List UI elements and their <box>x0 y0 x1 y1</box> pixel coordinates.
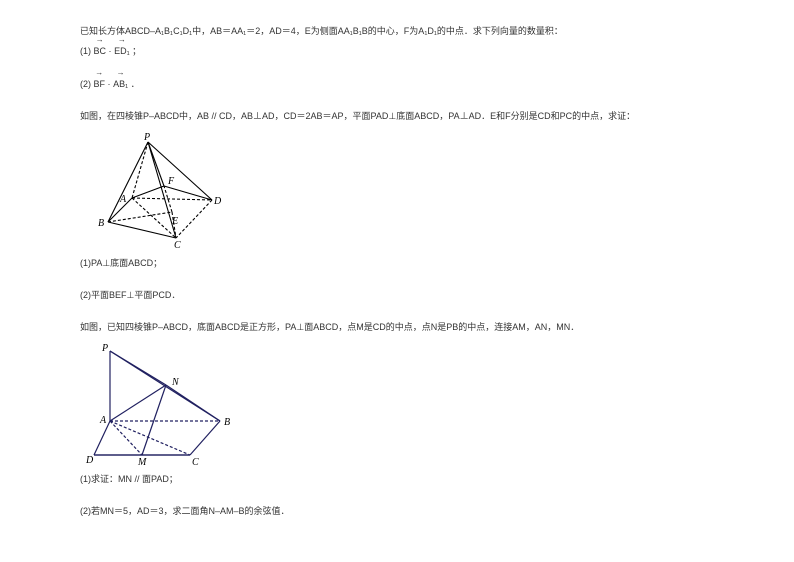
dot: · <box>109 46 112 56</box>
p2-figure: P A B C D E F <box>80 130 714 250</box>
svg-text:E: E <box>171 216 178 227</box>
svg-text:C: C <box>192 457 199 466</box>
p1-q1-suffix: ； <box>132 46 141 56</box>
svg-text:P: P <box>143 132 150 143</box>
svg-text:D: D <box>85 455 94 466</box>
svg-text:B: B <box>224 417 230 428</box>
pyramid-diagram-2: P A B C D M N <box>80 341 240 466</box>
p2-stem: 如图，在四棱锥P–ABCD中，AB // CD，AB⊥AD，CD＝2AB＝AP，… <box>80 109 714 123</box>
svg-text:M: M <box>137 457 147 466</box>
svg-text:D: D <box>213 196 222 207</box>
svg-text:N: N <box>171 377 180 388</box>
p1-q2-prefix: (2) <box>80 79 91 89</box>
svg-text:P: P <box>101 343 108 354</box>
vector-ed1: →ED₁ <box>114 44 130 58</box>
document-page: 已知长方体ABCD–A₁B₁C₁D₁中，AB＝AA₁＝2，AD＝4，E为侧面AA… <box>0 0 794 519</box>
svg-text:C: C <box>174 240 181 250</box>
svg-text:A: A <box>119 194 127 205</box>
p3-q1: (1)求证：MN // 面PAD； <box>80 472 714 486</box>
p1-q2: (2) →BF · →AB₁ ． <box>80 77 714 91</box>
p1-q2-suffix: ． <box>131 79 140 89</box>
p3-stem: 如图，已知四棱锥P–ABCD，底面ABCD是正方形，PA⊥面ABCD，点M是CD… <box>80 320 714 334</box>
p2-q2: (2)平面BEF⊥平面PCD． <box>80 288 714 302</box>
vector-ab1: →AB₁ <box>113 77 128 91</box>
pyramid-diagram-1: P A B C D E F <box>80 130 230 250</box>
p1-q1: (1) →BC · →ED₁ ； <box>80 44 714 58</box>
svg-text:F: F <box>167 176 175 187</box>
dot: · <box>108 79 111 89</box>
p1-stem: 已知长方体ABCD–A₁B₁C₁D₁中，AB＝AA₁＝2，AD＝4，E为侧面AA… <box>80 24 714 38</box>
svg-text:A: A <box>99 415 107 426</box>
svg-text:B: B <box>98 218 104 229</box>
p2-q1: (1)PA⊥底面ABCD； <box>80 256 714 270</box>
p1-q1-prefix: (1) <box>80 46 91 56</box>
vector-bc: →BC <box>94 44 107 58</box>
p3-q2: (2)若MN＝5，AD＝3，求二面角N–AM–B的余弦值． <box>80 504 714 518</box>
p3-figure: P A B C D M N <box>80 341 714 466</box>
vector-bf: →BF <box>94 77 106 91</box>
